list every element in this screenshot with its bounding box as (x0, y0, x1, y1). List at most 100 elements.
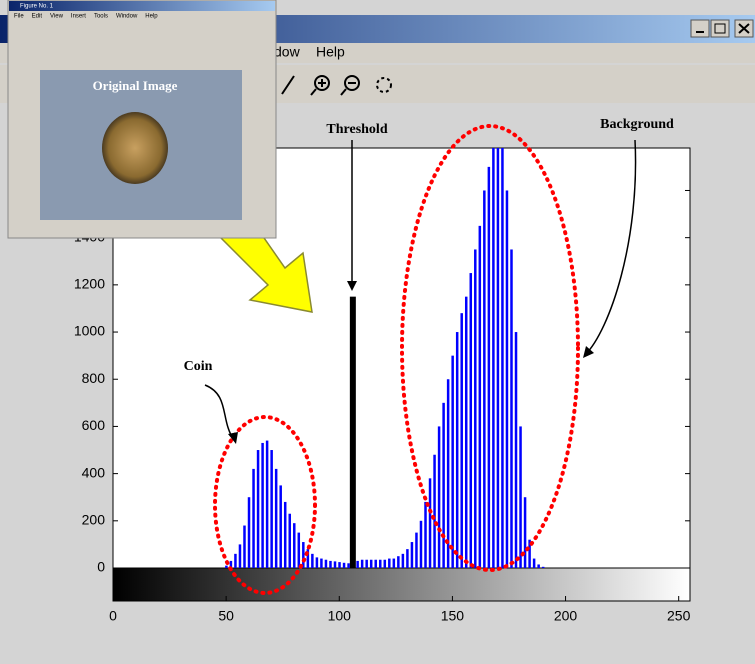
y-tick-label: 1200 (74, 276, 105, 292)
x-tick-label: 0 (109, 608, 117, 624)
bar (274, 468, 278, 568)
inset-title-bar (9, 1, 275, 11)
bar (505, 190, 509, 568)
minimize-button[interactable] (690, 19, 710, 38)
inset-title: Figure No. 1 (20, 4, 54, 10)
bar (451, 355, 454, 568)
bar (474, 249, 477, 568)
window-controls (690, 19, 754, 38)
bar (541, 566, 545, 568)
bar (261, 442, 264, 568)
bar (347, 563, 350, 568)
background-arrow (584, 139, 637, 356)
inset-menu-item[interactable]: Help (145, 14, 158, 20)
bar (460, 313, 463, 568)
annotation: Threshold (326, 122, 387, 137)
bar (360, 559, 364, 568)
bar (270, 450, 273, 568)
menu-item[interactable]: dow (274, 44, 301, 60)
bar (492, 148, 495, 568)
bar (501, 148, 504, 568)
bar (234, 553, 237, 568)
bar (464, 296, 468, 568)
bar (379, 559, 382, 568)
x-tick-label: 200 (554, 608, 578, 624)
zoom-in[interactable] (314, 75, 330, 91)
bar (478, 225, 482, 568)
bar (528, 539, 531, 568)
bar (397, 556, 400, 568)
y-tick-label: 1000 (74, 323, 105, 339)
bar (523, 497, 527, 568)
bar (424, 501, 427, 568)
bar (537, 564, 540, 568)
y-tick-label: 400 (82, 464, 106, 480)
toolbar-icons (281, 75, 392, 96)
bar (401, 553, 405, 568)
bar (320, 558, 323, 568)
bar (419, 520, 423, 568)
bar (256, 450, 260, 568)
bar (433, 454, 436, 568)
inset-menu-item[interactable]: Tools (94, 14, 108, 20)
arrowhead (228, 432, 238, 444)
background-ellipse (400, 124, 580, 572)
bar (338, 562, 341, 568)
coin-ellipse (213, 415, 317, 595)
bar (415, 532, 418, 568)
plot-area (225, 148, 545, 568)
bar (315, 557, 319, 568)
bar (446, 379, 450, 568)
bar (324, 559, 328, 568)
bar (388, 558, 391, 568)
bar (437, 426, 441, 568)
colorbar (112, 567, 691, 602)
bar (519, 426, 522, 568)
bar (252, 468, 255, 568)
bar (288, 513, 291, 568)
annotation: Coin (184, 359, 213, 374)
maximize-button[interactable] (710, 19, 730, 38)
zoom-out[interactable] (344, 75, 360, 91)
inset-window: Figure No. 1 Original Image File Edit View… (7, 0, 277, 239)
bar (306, 549, 310, 568)
y-tick-label: 800 (82, 370, 106, 386)
bar (510, 249, 513, 568)
annotation: Background (600, 117, 674, 132)
inset-menu-item[interactable]: File (14, 14, 24, 20)
arrowhead (583, 346, 594, 358)
bar (302, 542, 305, 568)
bar (265, 440, 269, 568)
bar (333, 561, 337, 568)
bar (442, 402, 445, 568)
y-tick-label: 200 (82, 512, 106, 528)
bar (279, 485, 282, 568)
bar (297, 532, 301, 568)
bar (342, 562, 346, 568)
inset-menu-item[interactable]: View (50, 14, 64, 20)
bar (406, 549, 409, 568)
coin (102, 112, 168, 184)
bar (496, 148, 500, 568)
inset-menu-item[interactable]: Window (116, 14, 138, 20)
bar (283, 501, 287, 568)
line-tool[interactable] (281, 75, 295, 95)
image-title: Original Image (93, 78, 178, 93)
bar (483, 190, 486, 568)
inset-menu-item[interactable]: Insert (71, 14, 86, 20)
x-tick-label: 100 (328, 608, 352, 624)
menu-item[interactable]: Help (316, 44, 345, 60)
rotate[interactable] (376, 77, 392, 93)
bar (229, 560, 233, 568)
x-tick-label: 50 (218, 608, 234, 624)
bar (469, 273, 473, 568)
bar (365, 559, 368, 568)
inset-menu-item[interactable]: Edit (32, 14, 43, 20)
y-tick-label: 0 (97, 559, 105, 575)
bar (243, 525, 246, 568)
inset-toolbar (9, 22, 275, 36)
bar (374, 559, 377, 568)
threshold-line (349, 296, 356, 568)
bar (311, 553, 314, 568)
bar (369, 559, 373, 568)
